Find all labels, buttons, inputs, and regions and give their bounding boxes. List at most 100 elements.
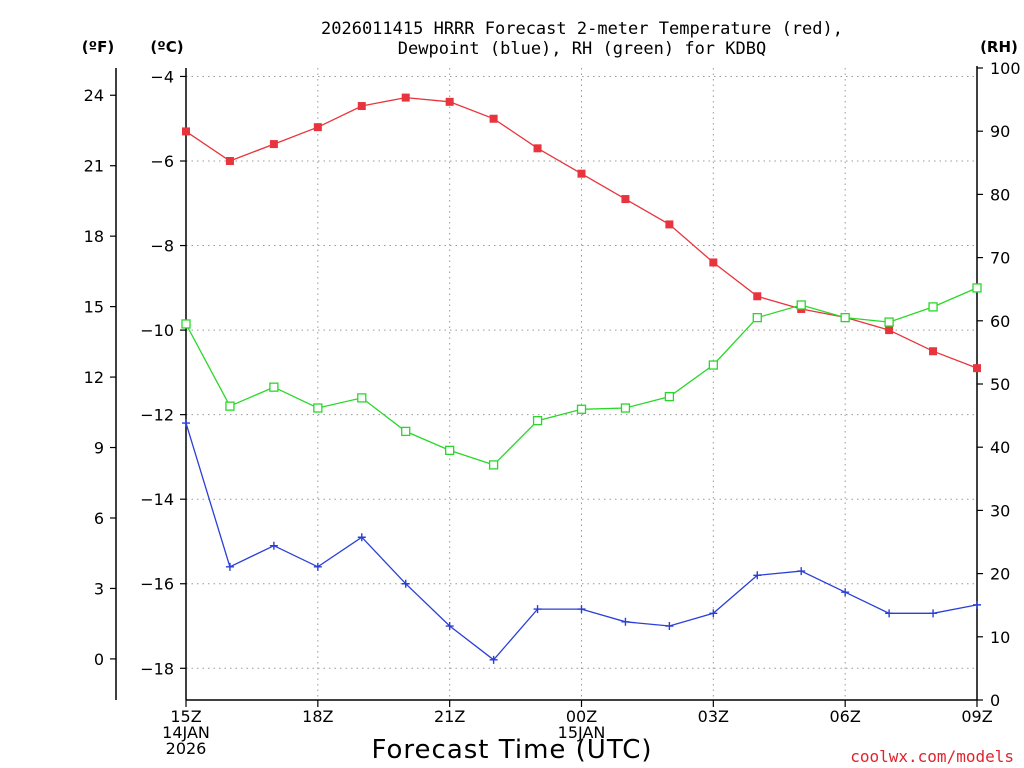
dewpoint-point — [621, 617, 630, 626]
x-tick-label: 21Z — [434, 707, 465, 726]
celsius-tick-label: −14 — [140, 490, 174, 509]
temperature-point — [709, 258, 718, 267]
rh-point — [972, 283, 982, 293]
fahrenheit-tick-label: 0 — [94, 650, 104, 669]
dewpoint-point — [489, 655, 498, 664]
x-tick-label: 00Z — [566, 707, 597, 726]
fahrenheit-tick-label: 3 — [94, 579, 104, 598]
dewpoint-point — [797, 567, 806, 576]
fahrenheit-tick-label: 18 — [84, 227, 104, 246]
temperature-point — [973, 364, 981, 373]
rh-tick-label: 40 — [990, 438, 1010, 457]
temperature-point — [753, 292, 762, 301]
celsius-tick-label: −16 — [140, 575, 174, 594]
dewpoint-point — [401, 579, 410, 588]
rh-point — [445, 445, 455, 456]
rh-point — [884, 317, 894, 327]
rh-point — [225, 401, 235, 411]
dewpoint-point — [445, 622, 454, 631]
rh-point — [664, 391, 675, 402]
chart-title-line1: 2026011415 HRRR Forecast 2-meter Tempera… — [321, 19, 843, 39]
dewpoint-point — [885, 609, 894, 618]
fahrenheit-tick-label: 21 — [84, 157, 104, 176]
celsius-tick-label: −18 — [140, 659, 174, 678]
dewpoint-point — [973, 600, 981, 609]
temperature-point — [269, 140, 278, 149]
rh-point — [269, 382, 279, 392]
fahrenheit-tick-label: 6 — [94, 509, 104, 528]
dewpoint-point — [313, 562, 322, 571]
celsius-tick-label: −4 — [150, 67, 174, 86]
dewpoint-point — [841, 588, 850, 597]
temperature-point — [929, 347, 938, 356]
x-tick-label: 03Z — [698, 707, 729, 726]
rh-tick-label: 20 — [990, 565, 1010, 584]
fahrenheit-tick-label: 15 — [84, 298, 104, 317]
rh-tick-label: 60 — [990, 312, 1010, 331]
rh-tick-label: 30 — [990, 501, 1010, 520]
rh-point — [620, 403, 631, 413]
credit-label: coolwx.com/models — [850, 747, 1014, 766]
fahrenheit-tick-label: 12 — [84, 368, 104, 387]
x-tick-date-label: 15JAN — [558, 723, 606, 742]
celsius-unit-label: (ºC) — [150, 38, 183, 56]
rh-tick-label: 0 — [990, 691, 1000, 710]
rh-point — [181, 319, 191, 329]
dewpoint-point — [182, 419, 190, 428]
rh-point — [840, 312, 850, 323]
dewpoint-point — [357, 533, 366, 542]
temperature-point — [489, 114, 498, 123]
x-tick-label: 18Z — [302, 707, 333, 726]
x-tick-label: 15Z — [170, 707, 201, 726]
rh-point — [708, 360, 718, 370]
rh-tick-label: 80 — [990, 185, 1010, 204]
dewpoint-point — [225, 562, 234, 571]
temperature-point — [885, 326, 894, 335]
temperature-point — [621, 195, 630, 204]
rh-point — [928, 302, 938, 312]
temperature-point — [577, 169, 586, 178]
x-tick-date-label: 2026 — [166, 739, 207, 758]
dewpoint-point — [665, 622, 674, 631]
dewpoint-point — [709, 609, 718, 618]
fahrenheit-tick-label: 24 — [84, 86, 104, 105]
x-tick-label: 09Z — [961, 707, 992, 726]
dewpoint-point — [929, 609, 938, 618]
temperature-point — [313, 123, 322, 132]
x-tick-date-label: 14JAN — [162, 723, 210, 742]
x-tick-label: 06Z — [830, 707, 861, 726]
rh-point — [401, 426, 411, 437]
temperature-point — [665, 220, 674, 229]
rh-point — [576, 404, 587, 414]
rh-tick-label: 50 — [990, 375, 1010, 394]
temperature-point — [225, 157, 234, 166]
rh-tick-label: 90 — [990, 122, 1010, 141]
fahrenheit-tick-label: 9 — [94, 439, 104, 458]
celsius-tick-label: −12 — [140, 406, 174, 425]
temperature-point — [357, 102, 366, 111]
celsius-tick-label: −8 — [150, 237, 174, 256]
tick-labels: −4−6−8−10−12−14−16−182421181512963001020… — [84, 59, 1021, 758]
rh-point — [796, 300, 806, 310]
rh-tick-label: 10 — [990, 628, 1010, 647]
dewpoint-point — [577, 605, 586, 614]
rh-point — [752, 312, 762, 323]
dewpoint-point — [269, 541, 278, 550]
rh-tick-label: 100 — [990, 59, 1021, 78]
x-axis-title: Forecast Time (UTC) — [371, 735, 652, 765]
celsius-tick-label: −6 — [150, 152, 174, 171]
fahrenheit-unit-label: (ºF) — [82, 38, 114, 56]
rh-point — [357, 393, 367, 403]
rh-point — [488, 460, 499, 470]
celsius-tick-label: −10 — [140, 321, 174, 340]
rh-tick-label: 70 — [990, 249, 1010, 268]
axes — [110, 66, 983, 707]
temperature-point — [533, 144, 542, 153]
rh-point — [313, 403, 323, 413]
series-layer — [181, 93, 982, 664]
rh-point — [532, 416, 543, 426]
temperature-point — [182, 127, 190, 136]
dewpoint-point — [753, 571, 762, 580]
dewpoint-point — [533, 605, 542, 614]
